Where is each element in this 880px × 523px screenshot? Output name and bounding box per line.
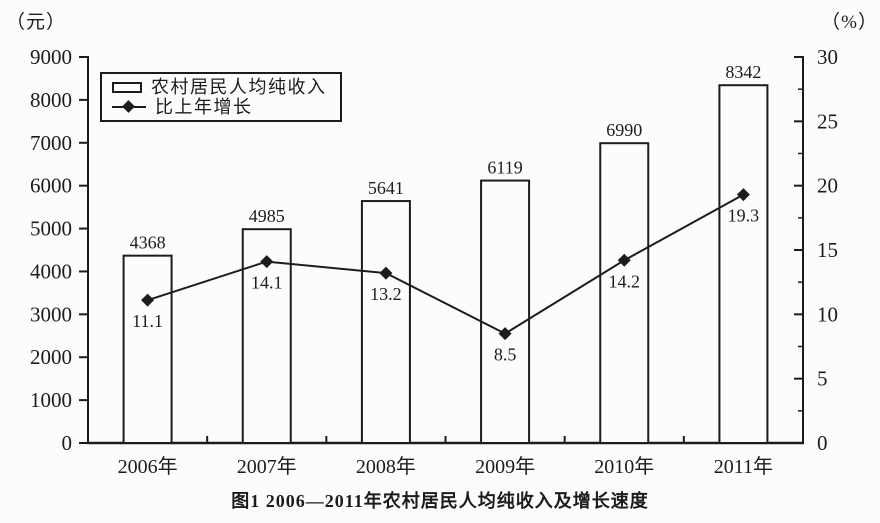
x-axis-label: 2010年 xyxy=(594,455,654,478)
diamond-marker xyxy=(617,253,631,267)
bar-value-label: 4368 xyxy=(130,233,166,253)
left-axis-tick-label: 0 xyxy=(62,431,73,455)
bar-value-label: 4985 xyxy=(249,206,285,226)
bar-value-label: 6119 xyxy=(487,158,522,178)
diamond-marker xyxy=(141,293,155,307)
left-axis-tick-label: 2000 xyxy=(30,345,72,369)
left-axis-tick-label: 7000 xyxy=(30,131,72,155)
growth-value-label: 19.3 xyxy=(728,206,760,226)
open-bar-swatch-icon xyxy=(112,81,142,93)
right-axis-tick-label: 5 xyxy=(817,367,828,391)
bar-value-label: 6990 xyxy=(606,120,642,140)
x-axis-label: 2009年 xyxy=(475,455,535,478)
left-axis-tick-label: 6000 xyxy=(30,174,72,198)
bar-2010年 xyxy=(599,142,650,444)
bar-2009年 xyxy=(480,179,531,444)
bar-2011年 xyxy=(718,84,769,444)
left-axis-tick-label: 8000 xyxy=(30,88,72,112)
bar-value-label: 5641 xyxy=(368,178,404,198)
growth-value-label: 11.1 xyxy=(132,311,163,331)
left-axis-unit-label: （元） xyxy=(6,12,67,33)
left-axis-tick-label: 9000 xyxy=(30,45,72,69)
line-diamond-swatch-icon xyxy=(112,100,146,114)
diamond-marker-icon xyxy=(122,100,135,113)
growth-value-label: 14.1 xyxy=(251,273,283,293)
right-axis-unit-label: （%） xyxy=(821,12,878,33)
diamond-marker xyxy=(379,266,393,280)
right-axis-tick-label: 15 xyxy=(817,238,838,262)
right-axis-tick-label: 20 xyxy=(817,174,838,198)
left-axis-tick-label: 1000 xyxy=(30,388,72,412)
x-axis-label: 2011年 xyxy=(714,455,773,478)
left-axis-tick-label: 3000 xyxy=(30,302,72,326)
growth-line xyxy=(147,193,744,335)
bar-2008年 xyxy=(360,200,411,444)
legend-item-income: 农村居民人均纯收入 xyxy=(112,78,334,96)
x-axis-label: 2008年 xyxy=(356,455,416,478)
growth-value-label: 13.2 xyxy=(370,284,402,304)
bar-value-label: 8342 xyxy=(725,62,761,82)
left-axis-tick-label: 4000 xyxy=(30,259,72,283)
x-axis-label: 2006年 xyxy=(118,455,178,478)
growth-value-label: 8.5 xyxy=(494,345,517,365)
right-axis-tick-label: 10 xyxy=(817,302,838,326)
legend-item-growth-label: 比上年增长 xyxy=(155,97,253,117)
legend-item-income-label: 农村居民人均纯收入 xyxy=(151,77,327,97)
figure-caption: 图1 2006—2011年农村居民人均纯收入及增长速度 xyxy=(231,491,649,511)
diamond-marker xyxy=(260,255,274,269)
x-axis-label: 2007年 xyxy=(237,455,297,478)
diamond-marker xyxy=(736,188,750,202)
right-axis-tick-label: 0 xyxy=(817,431,828,455)
growth-value-label: 14.2 xyxy=(609,271,641,291)
legend-item-growth: 比上年增长 xyxy=(112,98,334,116)
diamond-marker xyxy=(498,327,512,341)
right-axis-tick-label: 30 xyxy=(817,45,838,69)
left-axis-tick-label: 5000 xyxy=(30,217,72,241)
bar-2006年 xyxy=(122,254,173,444)
right-axis-tick-label: 25 xyxy=(817,109,838,133)
chart-legend: 农村居民人均纯收入 比上年增长 xyxy=(100,72,342,122)
